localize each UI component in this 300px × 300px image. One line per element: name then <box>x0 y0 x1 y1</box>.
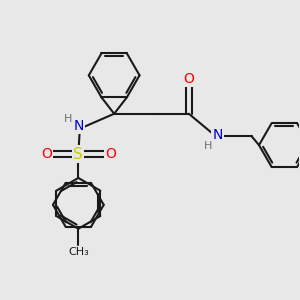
Text: N: N <box>73 119 83 133</box>
Text: O: O <box>105 147 116 161</box>
Text: N: N <box>213 128 223 142</box>
Text: H: H <box>204 141 212 151</box>
Text: O: O <box>183 72 194 86</box>
Text: S: S <box>74 147 83 162</box>
Text: H: H <box>64 114 73 124</box>
Text: CH₃: CH₃ <box>68 247 89 256</box>
Text: O: O <box>41 147 52 161</box>
